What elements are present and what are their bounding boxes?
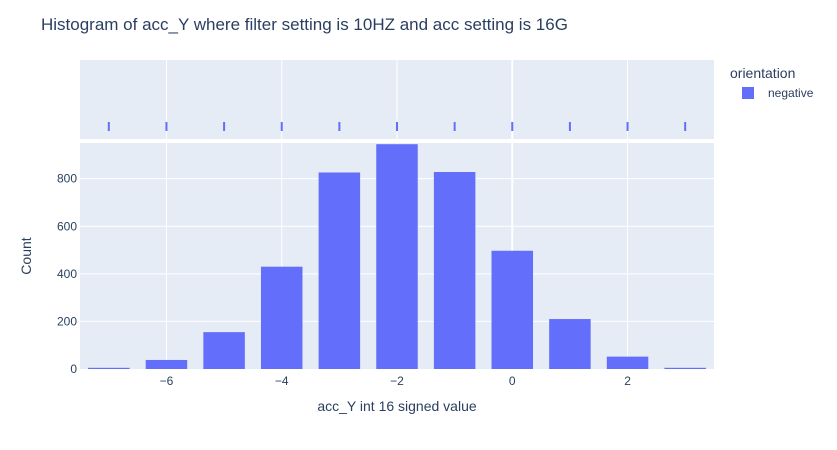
y-axis-label: Count xyxy=(18,237,34,274)
histogram-bar[interactable] xyxy=(606,356,649,369)
x-tick-label: 0 xyxy=(509,374,516,388)
y-tick-label: 0 xyxy=(70,362,77,376)
x-tick-label: 2 xyxy=(624,374,631,388)
histogram-bar[interactable] xyxy=(145,359,188,369)
legend[interactable]: orientation negative xyxy=(730,65,814,100)
x-axis-ticks: −6 −4 −2 0 2 xyxy=(160,374,632,388)
histogram-bar[interactable] xyxy=(376,144,418,369)
histogram-bars[interactable] xyxy=(88,144,706,369)
legend-item-negative[interactable]: negative xyxy=(768,86,814,100)
x-tick-label: −6 xyxy=(160,374,174,388)
chart-title: Histogram of acc_Y where filter setting … xyxy=(41,15,568,34)
y-tick-label: 200 xyxy=(57,314,77,328)
y-tick-label: 600 xyxy=(57,219,77,233)
histogram-bar[interactable] xyxy=(260,266,303,369)
x-tick-label: −4 xyxy=(275,374,289,388)
y-tick-label: 800 xyxy=(57,172,77,186)
histogram-bar[interactable] xyxy=(88,367,130,369)
legend-title: orientation xyxy=(730,65,795,81)
histogram-bar[interactable] xyxy=(549,319,591,369)
x-tick-label: −2 xyxy=(390,374,404,388)
histogram-bar[interactable] xyxy=(203,332,245,369)
legend-swatch[interactable] xyxy=(742,87,754,99)
y-axis-ticks: 0 200 400 600 800 xyxy=(57,172,77,376)
rug-marks xyxy=(107,122,687,131)
histogram-bar[interactable] xyxy=(664,367,706,369)
y-tick-label: 400 xyxy=(57,267,77,281)
histogram-bar[interactable] xyxy=(433,172,476,369)
histogram-bar[interactable] xyxy=(318,172,361,369)
x-axis-label: acc_Y int 16 signed value xyxy=(317,398,477,414)
histogram-bar[interactable] xyxy=(491,250,534,369)
